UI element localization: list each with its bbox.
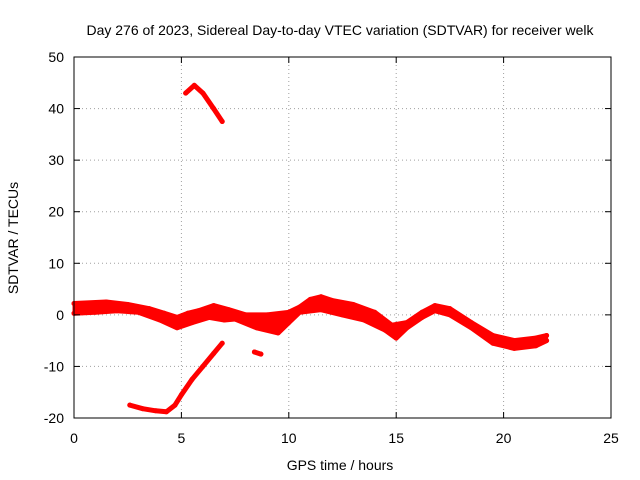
data-point [185, 310, 191, 316]
data-point [372, 309, 378, 315]
data-point [189, 320, 195, 326]
x-tick-label: 20 [496, 430, 512, 446]
data-point [135, 309, 141, 315]
data-point [297, 309, 303, 315]
series-main-band-lower [71, 307, 550, 351]
series-upper-arc [183, 82, 225, 124]
y-tick-label: 10 [48, 255, 64, 271]
data-point [157, 317, 163, 323]
data-point [125, 302, 131, 308]
y-tick-label: 40 [48, 101, 64, 117]
data-point [226, 307, 232, 313]
data-point [92, 309, 98, 315]
data-point [211, 303, 217, 309]
data-point [490, 340, 496, 346]
data-point [544, 332, 550, 338]
data-point [264, 312, 270, 318]
x-tick-label: 5 [178, 430, 186, 446]
x-axis-label: GPS time / hours [287, 457, 394, 473]
data-point [221, 317, 227, 323]
data-point [329, 297, 335, 303]
data-point [533, 343, 539, 349]
data-point [200, 363, 206, 369]
data-point [243, 312, 249, 318]
data-point [432, 308, 438, 314]
data-point [286, 309, 292, 315]
data-point [432, 303, 438, 309]
data-point [389, 322, 395, 328]
data-point [275, 330, 281, 336]
data-point [189, 376, 195, 382]
data-series [71, 82, 550, 415]
data-point [258, 351, 264, 357]
y-tick-label: 20 [48, 204, 64, 220]
y-tick-label: 0 [56, 307, 64, 323]
data-point [254, 325, 260, 331]
data-point [211, 106, 217, 112]
plot-frame [73, 56, 612, 419]
data-point [468, 325, 474, 331]
data-point [307, 296, 313, 302]
data-point [196, 308, 202, 314]
data-point [114, 308, 120, 314]
data-point [146, 306, 152, 312]
y-tick-label: -10 [44, 358, 64, 374]
data-point [490, 332, 496, 338]
x-tick-label: 15 [388, 430, 404, 446]
data-point [163, 409, 169, 415]
y-tick-label: 50 [48, 49, 64, 65]
y-tick-label: -20 [44, 410, 64, 426]
data-point [103, 299, 109, 305]
data-point [219, 118, 225, 124]
data-point [297, 304, 303, 310]
data-point [232, 316, 238, 322]
data-point [361, 317, 367, 323]
data-point [251, 349, 257, 355]
data-point [318, 294, 324, 300]
data-point [382, 327, 388, 333]
data-point [178, 392, 184, 398]
data-point [183, 90, 189, 96]
series-lower-curve [127, 340, 225, 415]
data-point [447, 312, 453, 318]
data-point [174, 314, 180, 320]
chart-title: Day 276 of 2023, Sidereal Day-to-day VTE… [86, 22, 594, 38]
data-point [172, 402, 178, 408]
axis-ticks: 0 5 10 15 20 25 -20 -10 0 10 20 30 40 50 [44, 49, 619, 446]
data-point [153, 408, 159, 414]
data-point [393, 335, 399, 341]
data-point [127, 402, 133, 408]
data-point [174, 325, 180, 331]
y-tick-label: 30 [48, 152, 64, 168]
data-point [447, 306, 453, 312]
data-point [468, 320, 474, 326]
data-point [544, 338, 550, 344]
data-point [511, 345, 517, 351]
data-point [286, 320, 292, 326]
data-point [219, 340, 225, 346]
grid-lines [74, 57, 611, 418]
data-point [340, 312, 345, 318]
data-point [511, 338, 517, 344]
y-axis-label: SDTVAR / TECUs [5, 182, 21, 294]
data-point [533, 335, 539, 341]
data-point [419, 314, 425, 320]
data-point [140, 406, 146, 412]
data-point [318, 307, 324, 313]
data-point [191, 82, 197, 88]
data-point [404, 320, 410, 326]
data-point [200, 90, 206, 96]
data-point [419, 309, 425, 315]
x-tick-label: 25 [603, 430, 619, 446]
x-tick-label: 10 [281, 430, 297, 446]
x-tick-label: 0 [70, 430, 78, 446]
data-point [404, 325, 410, 331]
data-point [161, 310, 167, 316]
data-point [211, 351, 217, 357]
data-point [206, 314, 212, 320]
data-point [350, 302, 356, 308]
